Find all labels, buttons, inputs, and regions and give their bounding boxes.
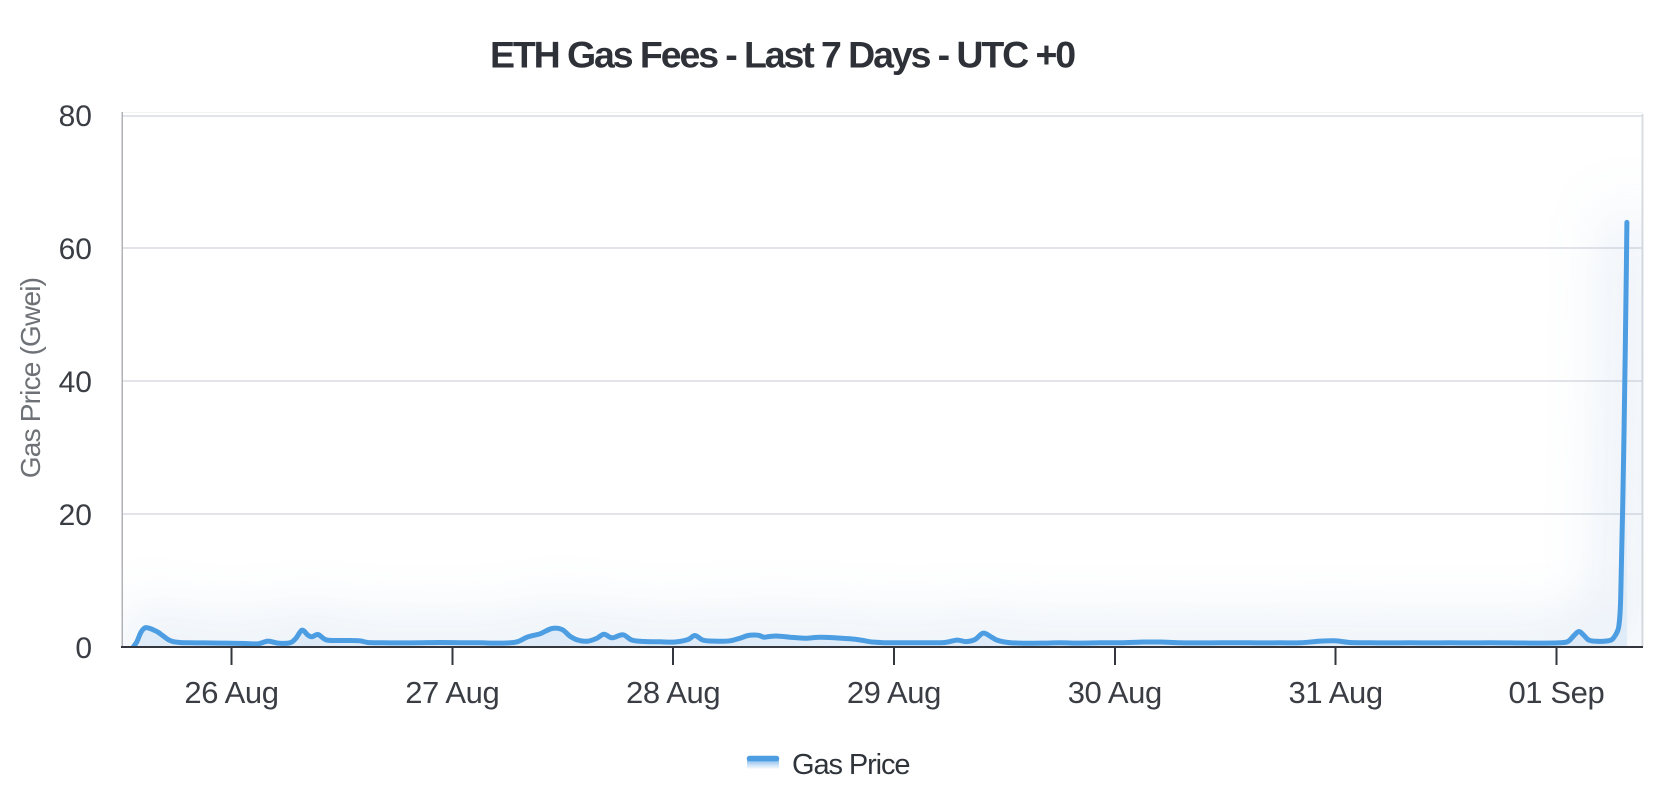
svg-text:Gas Price (Gwei): Gas Price (Gwei) bbox=[15, 278, 46, 478]
svg-text:31 Aug: 31 Aug bbox=[1289, 675, 1383, 710]
svg-text:80: 80 bbox=[59, 100, 92, 133]
svg-text:26 Aug: 26 Aug bbox=[184, 675, 278, 710]
svg-text:0: 0 bbox=[75, 632, 92, 665]
svg-text:ETH Gas Fees - Last 7 Days - U: ETH Gas Fees - Last 7 Days - UTC +0 bbox=[490, 34, 1075, 76]
svg-text:30 Aug: 30 Aug bbox=[1068, 675, 1162, 710]
svg-text:28 Aug: 28 Aug bbox=[626, 675, 720, 710]
svg-text:20: 20 bbox=[59, 499, 92, 532]
svg-text:29 Aug: 29 Aug bbox=[847, 675, 941, 710]
svg-text:27 Aug: 27 Aug bbox=[405, 675, 499, 710]
svg-text:60: 60 bbox=[59, 233, 92, 266]
svg-text:Gas Price: Gas Price bbox=[792, 749, 909, 781]
svg-text:40: 40 bbox=[59, 366, 92, 399]
svg-text:01 Sep: 01 Sep bbox=[1508, 675, 1604, 710]
